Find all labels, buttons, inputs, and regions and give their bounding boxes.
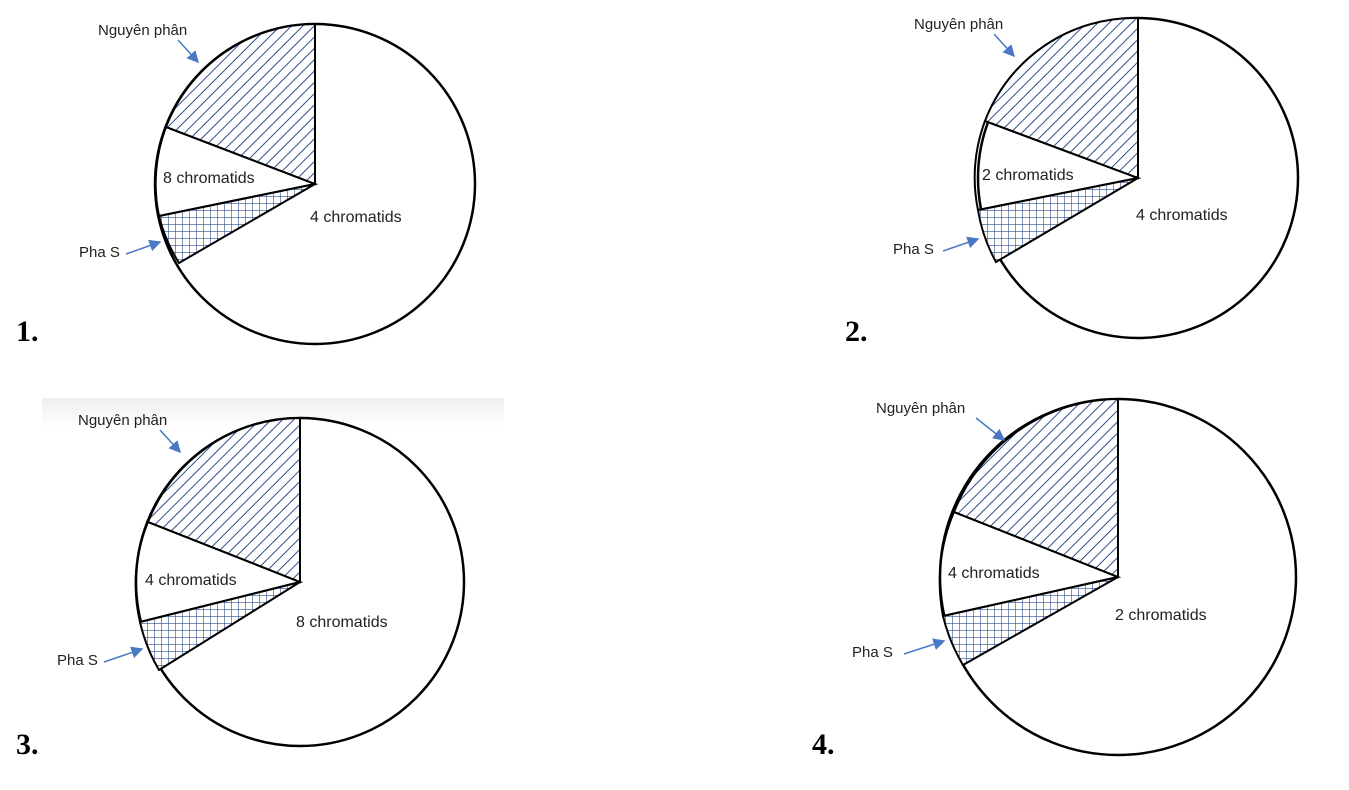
s-phase-label: Pha S [79,244,120,261]
mitosis-slice [952,397,1119,579]
s-phase-arrow [125,239,162,255]
mitosis-slice [983,16,1139,180]
big-segment-label: 2 chromatids [1115,607,1207,624]
mitosis-arrow [975,417,1006,441]
small-slice [973,119,1142,212]
mitosis-slice [164,22,316,186]
diagram-number-3: 3. [16,728,39,761]
pie-svg-3: 8 chromatids 4 chromatids Nguyên phân Ph… [57,412,466,748]
pie-svg-1: 4 chromatids 8 chromatids Nguyên phân Ph… [79,22,477,346]
diagram-number-1: 1. [16,315,39,348]
pie-diagram-3: 8 chromatids 4 chromatids Nguyên phân Ph… [0,0,500,790]
diagram-number-4: 4. [812,728,835,761]
s-phase-arrow [103,646,144,663]
mitosis-slice [146,416,301,584]
mitosis-arrow [993,33,1016,58]
s-phase-label: Pha S [893,241,934,258]
big-segment-label: 4 chromatids [1136,207,1228,224]
small-slice [154,125,319,218]
s-phase-arrow [942,236,980,252]
small-segment-label: 8 chromatids [163,170,255,187]
pie-svg-2: 4 chromatids 2 chromatids Nguyên phân Ph… [893,16,1300,340]
mitosis-arrow [177,39,200,64]
small-segment-label: 4 chromatids [145,572,237,589]
s-phase-label: Pha S [57,652,98,669]
mitosis-label: Nguyên phân [98,22,187,39]
pie-diagram-1: 4 chromatids 8 chromatids Nguyên phân Ph… [0,0,500,360]
diagram-number-2: 2. [845,315,868,348]
small-slice [134,520,304,624]
big-segment-label: 4 chromatids [310,209,402,226]
big-segment-label: 8 chromatids [296,614,388,631]
small-segment-label: 2 chromatids [982,167,1074,184]
s-phase-arrow [903,638,946,655]
small-slice [938,510,1122,618]
mitosis-arrow [159,429,182,454]
mitosis-label: Nguyên phân [914,16,1003,33]
small-segment-label: 4 chromatids [948,565,1040,582]
s-phase-label: Pha S [852,644,893,661]
mitosis-label: Nguyên phân [876,400,965,417]
pie-diagram-2: 4 chromatids 2 chromatids Nguyên phân Ph… [0,0,1349,360]
mitosis-label: Nguyên phân [78,412,167,429]
